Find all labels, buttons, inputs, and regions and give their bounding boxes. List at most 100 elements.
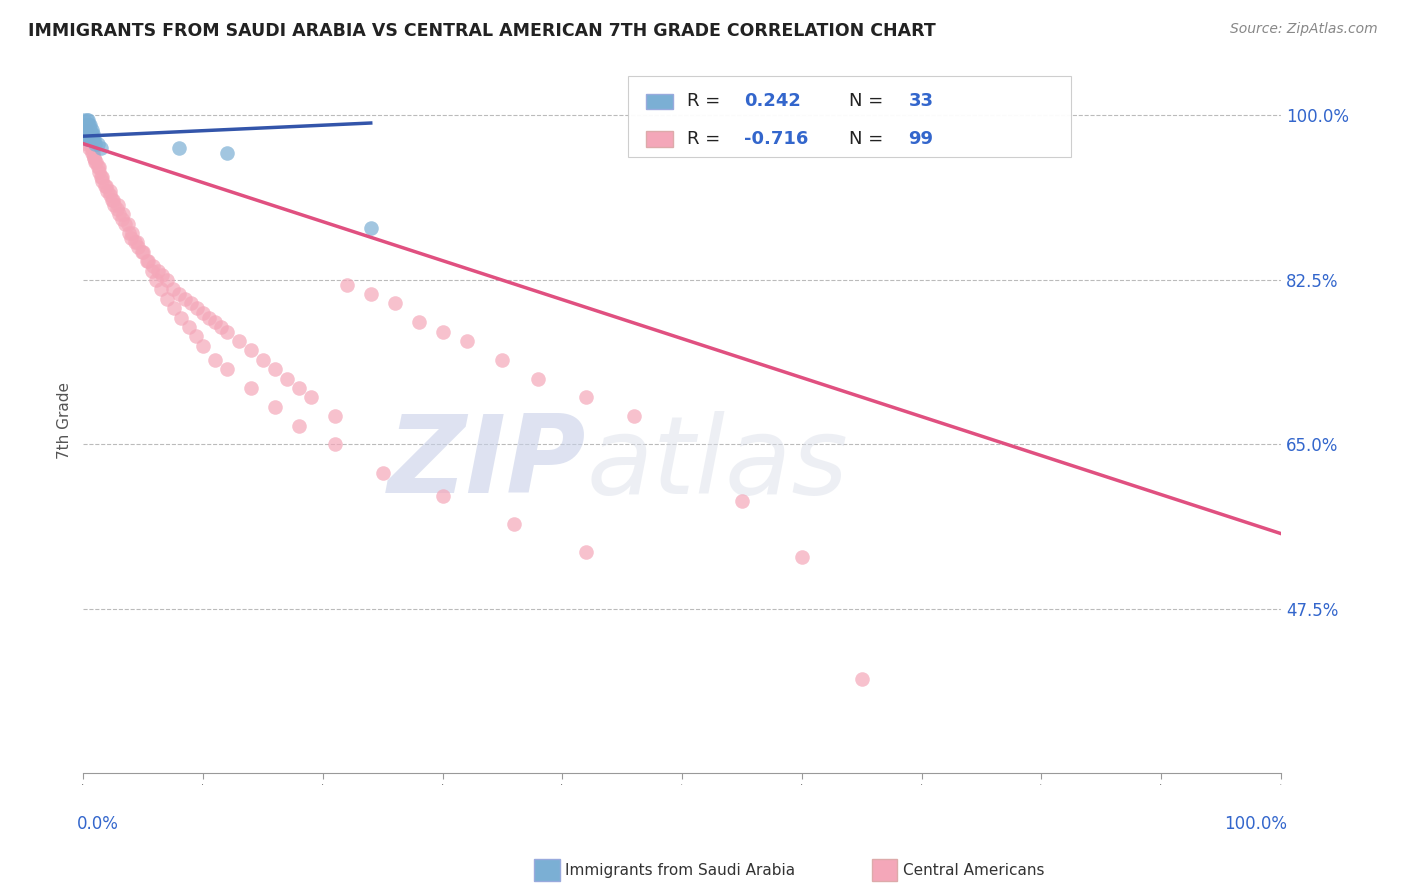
Point bbox=[174, 292, 197, 306]
Point bbox=[87, 160, 110, 174]
Point bbox=[86, 155, 108, 169]
FancyBboxPatch shape bbox=[628, 76, 1071, 157]
Point bbox=[86, 160, 108, 174]
Point bbox=[264, 400, 287, 414]
Point bbox=[336, 277, 359, 292]
Point bbox=[360, 221, 382, 235]
Point bbox=[82, 132, 104, 146]
Point bbox=[198, 310, 221, 325]
Point bbox=[491, 352, 513, 367]
Point bbox=[98, 184, 121, 198]
Point bbox=[127, 235, 149, 250]
Point bbox=[228, 334, 250, 348]
Point bbox=[105, 202, 128, 217]
Point bbox=[79, 132, 101, 146]
Point bbox=[77, 128, 100, 142]
Point bbox=[77, 132, 100, 146]
Point bbox=[96, 184, 118, 198]
Text: 33: 33 bbox=[908, 93, 934, 111]
Point bbox=[76, 113, 98, 128]
Point bbox=[191, 306, 214, 320]
Point bbox=[167, 141, 190, 155]
Point bbox=[118, 226, 141, 240]
Point bbox=[120, 230, 142, 244]
Point bbox=[86, 136, 108, 151]
Point bbox=[299, 390, 322, 404]
Point bbox=[156, 273, 179, 287]
Point bbox=[76, 118, 98, 132]
Text: Source: ZipAtlas.com: Source: ZipAtlas.com bbox=[1230, 22, 1378, 37]
Point bbox=[215, 146, 238, 161]
Point bbox=[76, 136, 98, 151]
Point bbox=[77, 122, 100, 136]
Point bbox=[264, 362, 287, 376]
Point bbox=[503, 517, 526, 532]
Point bbox=[252, 352, 274, 367]
FancyBboxPatch shape bbox=[647, 131, 672, 146]
Point bbox=[575, 545, 598, 559]
Point bbox=[73, 113, 96, 128]
Point bbox=[432, 489, 454, 503]
Point bbox=[142, 259, 165, 273]
Point bbox=[170, 310, 193, 325]
Point bbox=[432, 325, 454, 339]
Point bbox=[131, 244, 153, 259]
Point bbox=[76, 122, 98, 136]
Point bbox=[98, 188, 121, 202]
Y-axis label: 7th Grade: 7th Grade bbox=[58, 383, 72, 459]
Point bbox=[82, 128, 104, 142]
Point bbox=[83, 151, 105, 165]
Text: atlas: atlas bbox=[586, 410, 848, 516]
Point bbox=[150, 268, 173, 283]
Point bbox=[150, 282, 173, 296]
Point bbox=[156, 292, 179, 306]
Text: N =: N = bbox=[849, 93, 883, 111]
Point bbox=[87, 165, 110, 179]
Point bbox=[77, 113, 100, 128]
Point bbox=[79, 136, 101, 151]
Point bbox=[145, 273, 167, 287]
Point bbox=[163, 301, 186, 315]
Text: Central Americans: Central Americans bbox=[903, 863, 1045, 878]
Point bbox=[360, 287, 382, 301]
Point bbox=[127, 240, 149, 254]
Point bbox=[215, 325, 238, 339]
Point bbox=[77, 132, 100, 146]
Text: 0.242: 0.242 bbox=[744, 93, 801, 111]
Point bbox=[76, 128, 98, 142]
Point bbox=[851, 672, 873, 686]
Point bbox=[276, 371, 298, 385]
Point bbox=[191, 339, 214, 353]
Point bbox=[117, 217, 139, 231]
Point bbox=[215, 362, 238, 376]
Point bbox=[76, 122, 98, 136]
Point bbox=[323, 409, 346, 424]
Point bbox=[110, 211, 132, 226]
Point bbox=[103, 193, 125, 207]
Point bbox=[84, 136, 107, 151]
Point bbox=[76, 132, 98, 146]
Point bbox=[575, 390, 598, 404]
Point bbox=[80, 141, 103, 155]
Point bbox=[80, 122, 103, 136]
Point bbox=[162, 282, 184, 296]
Point bbox=[371, 466, 394, 480]
Text: 99: 99 bbox=[908, 129, 934, 148]
Point bbox=[288, 418, 311, 433]
Point bbox=[77, 118, 100, 132]
Point bbox=[91, 169, 114, 184]
Point bbox=[186, 301, 208, 315]
Point bbox=[75, 122, 97, 136]
Point bbox=[114, 217, 136, 231]
Point bbox=[323, 437, 346, 451]
Point bbox=[135, 254, 157, 268]
Point bbox=[121, 226, 143, 240]
Point bbox=[136, 254, 159, 268]
Text: Immigrants from Saudi Arabia: Immigrants from Saudi Arabia bbox=[565, 863, 796, 878]
Point bbox=[177, 319, 200, 334]
Point bbox=[456, 334, 478, 348]
Point bbox=[288, 381, 311, 395]
Point bbox=[77, 128, 100, 142]
Text: R =: R = bbox=[688, 93, 720, 111]
Point bbox=[204, 352, 226, 367]
